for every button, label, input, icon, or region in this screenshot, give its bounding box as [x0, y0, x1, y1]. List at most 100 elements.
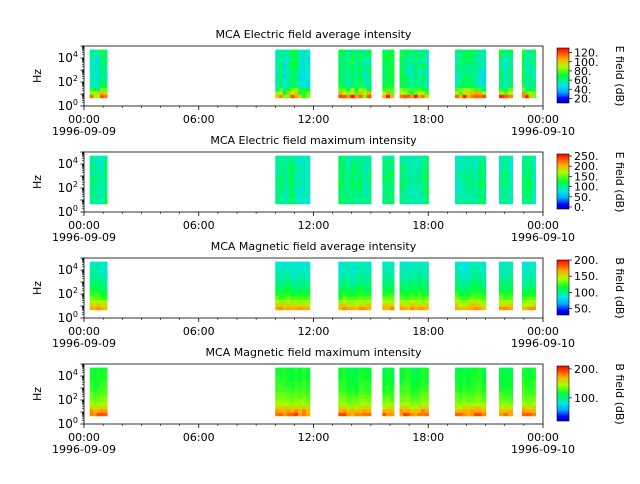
heatmap-cell	[286, 87, 292, 92]
heatmap-cell	[294, 80, 299, 85]
heatmap-cell	[424, 66, 429, 71]
heatmap-cell	[346, 179, 352, 184]
heatmap-cell	[399, 179, 404, 184]
heatmap-cell	[462, 395, 468, 400]
heatmap-cell	[462, 292, 468, 297]
heatmap-cell	[413, 295, 419, 300]
heatmap-cell	[525, 87, 530, 92]
heatmap-cell	[413, 306, 419, 311]
heatmap-cell	[366, 306, 372, 311]
heatmap-cell	[507, 172, 513, 177]
heatmap-cell	[525, 176, 530, 181]
heatmap-cell	[417, 268, 422, 273]
heatmap-cell	[350, 77, 356, 82]
heatmap-cell	[499, 395, 505, 400]
heatmap-cell	[305, 186, 311, 191]
heatmap-cell	[424, 367, 429, 372]
heatmap-cell	[528, 278, 533, 283]
heatmap-cell	[96, 282, 101, 287]
heatmap-cell	[89, 66, 94, 71]
heatmap-cell	[286, 172, 292, 177]
heatmap-cell	[466, 159, 471, 164]
heatmap-cell	[350, 278, 356, 283]
heatmap-cell	[103, 381, 108, 386]
heatmap-cell	[282, 159, 288, 164]
heatmap-cell	[390, 49, 395, 54]
heatmap-cell	[474, 56, 479, 61]
heatmap-cell	[275, 374, 280, 379]
heatmap-cell	[525, 405, 530, 410]
heatmap-cell	[424, 183, 429, 188]
heatmap-cell	[298, 367, 303, 372]
heatmap-cell	[362, 295, 368, 300]
heatmap-cell	[406, 405, 411, 410]
heatmap-cell	[458, 384, 464, 389]
heatmap-cell	[417, 94, 422, 99]
heatmap-cell	[413, 374, 419, 379]
heatmap-cell	[350, 401, 356, 406]
heatmap-cell	[294, 306, 299, 311]
heatmap-cell	[100, 155, 105, 160]
heatmap-cell	[338, 59, 344, 64]
heatmap-cell	[466, 405, 471, 410]
heatmap-cell	[298, 299, 303, 304]
heatmap-cell	[455, 405, 460, 410]
heatmap-cell	[481, 94, 487, 99]
heatmap-cell	[298, 83, 303, 88]
heatmap-cell	[477, 66, 483, 71]
heatmap-cell	[103, 186, 108, 191]
heatmap-cell	[294, 282, 299, 287]
heatmap-cell	[338, 49, 344, 54]
heatmap-cell	[417, 412, 422, 417]
heatmap-cell	[366, 176, 372, 181]
heatmap-cell	[100, 405, 105, 410]
heatmap-cell	[406, 77, 411, 82]
heatmap-cell	[525, 193, 530, 198]
heatmap-cell	[294, 73, 299, 78]
heatmap-cell	[503, 367, 509, 372]
heatmap-cell	[279, 179, 284, 184]
heatmap-cell	[286, 391, 292, 396]
heatmap-cell	[410, 53, 415, 58]
heatmap-cell	[458, 275, 464, 280]
heatmap-cell	[338, 388, 344, 393]
heatmap-cell	[421, 395, 426, 400]
heatmap-cell	[403, 53, 408, 58]
heatmap-cell	[481, 367, 487, 372]
heatmap-cell	[403, 388, 408, 393]
heatmap-cell	[413, 49, 419, 54]
heatmap-cell	[346, 189, 352, 194]
heatmap-cell	[354, 292, 360, 297]
heatmap-cell	[528, 398, 533, 403]
heatmap-cell	[286, 63, 292, 68]
heatmap-cell	[503, 388, 509, 393]
heatmap-cell	[466, 412, 471, 417]
heatmap-cell	[302, 83, 307, 88]
heatmap-cell	[399, 94, 404, 99]
heatmap-cell	[89, 159, 94, 164]
heatmap-cell	[294, 398, 299, 403]
heatmap-cell	[399, 268, 404, 273]
heatmap-cell	[298, 90, 303, 95]
heatmap-cell	[290, 169, 295, 174]
heatmap-cell	[521, 196, 526, 201]
heatmap-cell	[474, 165, 479, 170]
heatmap	[89, 367, 536, 417]
heatmap-cell	[354, 381, 360, 386]
heatmap-cell	[302, 49, 307, 54]
heatmap-cell	[338, 63, 344, 68]
heatmap-cell	[279, 169, 284, 174]
heatmap-cell	[93, 80, 98, 85]
heatmap-cell	[417, 49, 422, 54]
heatmap-cell	[362, 56, 368, 61]
heatmap-cell	[455, 49, 460, 54]
heatmap-cell	[275, 377, 280, 382]
heatmap-cell	[286, 289, 292, 294]
heatmap-cell	[298, 408, 303, 413]
heatmap-cell	[350, 53, 356, 58]
heatmap-cell	[521, 261, 526, 266]
heatmap-cell	[354, 295, 360, 300]
heatmap-cell	[282, 73, 288, 78]
heatmap-cell	[390, 282, 395, 287]
heatmap-cell	[421, 367, 426, 372]
